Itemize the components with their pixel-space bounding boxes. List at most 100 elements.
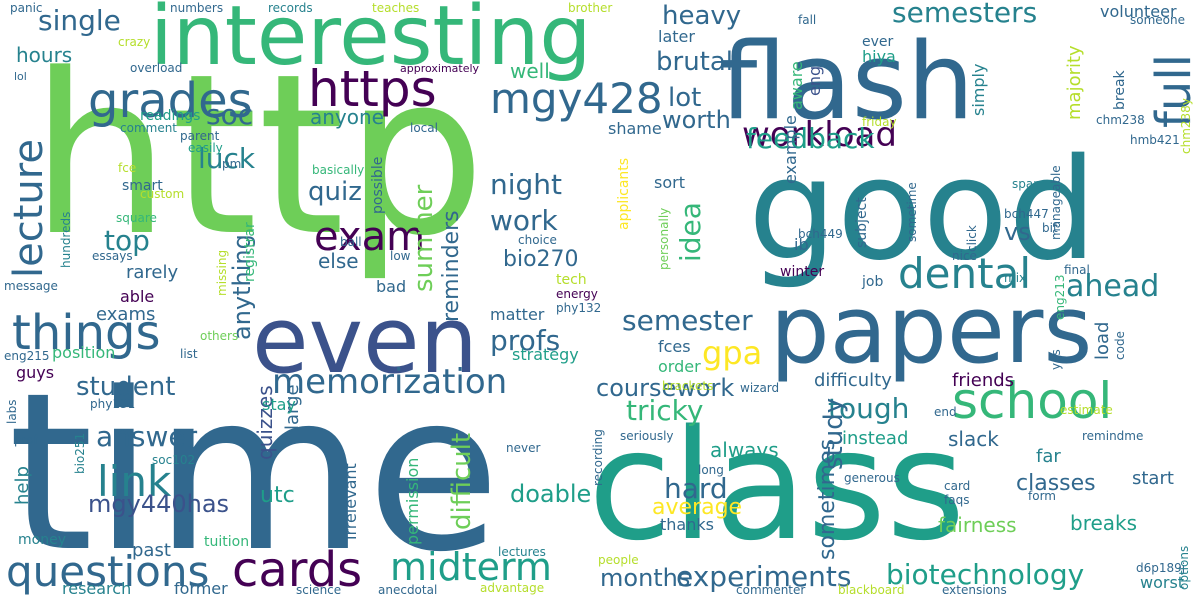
word-utc: utc xyxy=(260,483,295,508)
word-lectures: lectures xyxy=(498,545,546,559)
word-overload: overload xyxy=(130,61,182,75)
word-lecture: lecture xyxy=(6,139,52,278)
word-others: others xyxy=(200,329,238,343)
word-guys: guys xyxy=(16,363,54,382)
word-always: always xyxy=(710,438,779,462)
word-interesting: interesting xyxy=(150,0,591,84)
word-strategy: strategy xyxy=(512,345,579,364)
word-rarely: rarely xyxy=(126,262,179,283)
word-https: https xyxy=(308,60,437,118)
word-idea: idea xyxy=(674,202,707,262)
word-workload: workload xyxy=(742,115,897,155)
word-load: load xyxy=(1092,322,1113,360)
word-spam: spam xyxy=(1012,177,1045,191)
word-form: form xyxy=(1028,489,1056,503)
word-help: help xyxy=(12,466,33,505)
word-study: study xyxy=(819,398,849,470)
word-fce: fce xyxy=(118,161,136,175)
word-pm: pm xyxy=(222,157,241,171)
word-tuition: tuition xyxy=(204,534,249,550)
word-smart: smart xyxy=(122,178,163,194)
word-class: class xyxy=(588,397,965,574)
word-long: long xyxy=(698,463,724,477)
word-code: code xyxy=(1113,331,1127,360)
word-hiya: hiya xyxy=(862,47,896,66)
word-profs: profs xyxy=(490,324,560,357)
word-phy132: phy132 xyxy=(556,301,601,315)
word-bch449: bch449 xyxy=(798,227,843,241)
word-top: top xyxy=(104,224,150,257)
word-wizard: wizard xyxy=(740,381,779,395)
word-soc: soc xyxy=(206,98,253,131)
word-message: message xyxy=(4,279,58,293)
word-mgy440has: mgy440has xyxy=(88,490,229,518)
word-grades: grades xyxy=(88,73,253,129)
word-chm238y: chm238y xyxy=(1179,98,1193,154)
word-commenter: commenter xyxy=(736,583,805,597)
word-able: able xyxy=(120,287,154,306)
word-fairness: fairness xyxy=(938,513,1017,537)
word-answer: answer xyxy=(96,420,198,453)
word-matter: matter xyxy=(490,305,545,324)
word-comment: comment xyxy=(120,121,177,135)
word-difficulty: difficulty xyxy=(814,370,892,391)
word-labs: labs xyxy=(5,399,19,424)
word-low: low xyxy=(390,249,411,263)
word-crazy: crazy xyxy=(118,35,150,49)
word-biotechnology: biotechnology xyxy=(886,558,1084,591)
word-stay: stay xyxy=(262,395,296,414)
word-dental: dental xyxy=(898,249,1031,298)
word-vs: vs xyxy=(1004,218,1031,246)
word-hundreds: hundreds xyxy=(59,212,73,268)
word-parent: parent xyxy=(180,129,220,143)
word-sort: sort xyxy=(654,173,685,192)
word-choice: choice xyxy=(518,233,557,247)
word-semester: semester xyxy=(622,304,753,337)
word-possible: possible xyxy=(370,157,386,214)
word-list: list xyxy=(180,347,198,361)
word-job: job xyxy=(861,274,883,290)
word-full: full xyxy=(1146,54,1200,128)
word-aware: aware xyxy=(787,61,806,110)
word-yes: yes xyxy=(1049,349,1063,370)
word-http: http xyxy=(30,27,486,285)
word-energy: energy xyxy=(556,287,598,301)
word-permission: permission xyxy=(403,458,422,545)
word-brackets: brackets xyxy=(662,379,713,393)
word-instead: instead xyxy=(842,428,908,449)
word-someone: someone xyxy=(1130,13,1185,27)
word-mix: mix xyxy=(1004,271,1026,285)
word-cards: cards xyxy=(232,542,362,598)
word-midterm: midterm xyxy=(390,545,552,589)
word-start: start xyxy=(1132,468,1174,489)
word-lot: lot xyxy=(668,83,701,113)
word-tech: tech xyxy=(556,272,587,288)
word-example: example xyxy=(781,115,800,184)
word-worst: worst xyxy=(1140,573,1184,592)
word-nice: nice xyxy=(952,249,977,263)
word-panic: panic xyxy=(10,1,43,15)
word-quiz: quiz xyxy=(308,177,362,207)
word-bit: bit xyxy=(1042,221,1058,235)
word-numbers: numbers xyxy=(170,1,223,15)
word-estimate: estimate xyxy=(1060,403,1113,417)
word-reminders: reminders xyxy=(439,210,464,322)
word-former: former xyxy=(174,579,228,598)
word-well: well xyxy=(510,59,550,83)
word-recording: recording xyxy=(591,429,605,486)
word-phy131: phy131 xyxy=(90,397,135,411)
word-end: end xyxy=(934,405,957,419)
word-people: people xyxy=(598,553,639,567)
word-flash: flash xyxy=(720,20,974,143)
word-card: card xyxy=(944,479,970,493)
word-science: science xyxy=(296,583,341,597)
word-difficult: difficult xyxy=(447,433,477,530)
word-friends: friends xyxy=(952,370,1014,391)
word-missing: missing xyxy=(215,250,229,296)
word-irrelevant: irrelevant xyxy=(341,463,360,540)
word-slack: slack xyxy=(948,427,999,451)
word-average: average xyxy=(652,495,742,520)
word-sometime: sometime xyxy=(905,182,919,242)
word-personally: personally xyxy=(657,208,671,270)
